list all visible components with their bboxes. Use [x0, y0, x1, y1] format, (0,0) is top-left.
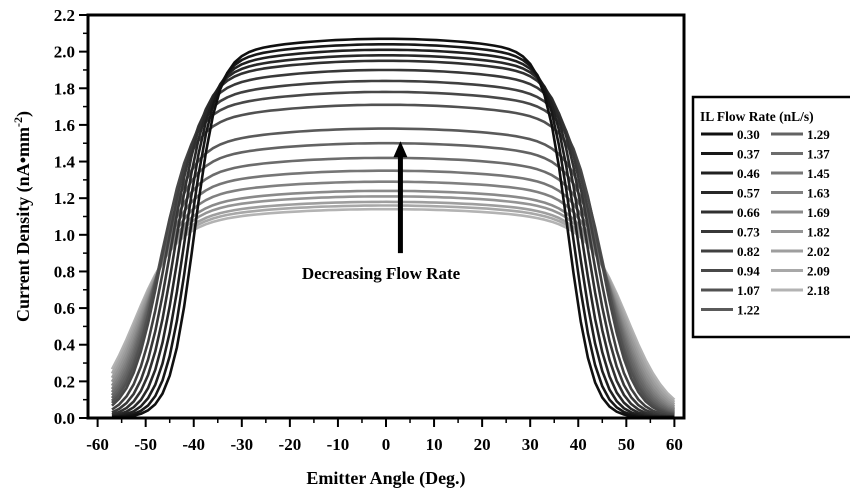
y-tick-label: 1.2	[54, 189, 75, 208]
series-curves	[110, 37, 676, 419]
legend-label: 0.82	[737, 244, 760, 259]
series-line-0.30	[112, 37, 675, 419]
y-axis-ticks: 0.0 0.2 0.4 0.6 0.8 1.0 1.2 1.4 1.6 1.8 2.0 2.2	[54, 6, 88, 428]
y-tick-label: 0.4	[54, 336, 76, 355]
legend-label: 1.37	[807, 147, 830, 162]
x-tick-label: 20	[474, 435, 491, 454]
legend-label: 1.45	[807, 166, 830, 181]
series-line-0.57	[111, 53, 675, 419]
y-tick-label: 1.0	[54, 226, 75, 245]
y-tick-label: 1.6	[54, 116, 75, 135]
legend-box	[691, 95, 850, 339]
y-tick-label: 0.8	[54, 262, 75, 281]
x-tick-label: -50	[134, 435, 157, 454]
x-tick-label: -20	[279, 435, 302, 454]
x-tick-label: 0	[382, 435, 391, 454]
x-tick-label: 40	[570, 435, 587, 454]
legend-label: 0.73	[737, 225, 760, 240]
y-tick-label: 1.8	[54, 79, 75, 98]
y-tick-label: 0.2	[54, 372, 75, 391]
annotation-text: Decreasing Flow Rate	[302, 264, 461, 283]
x-tick-label: 10	[426, 435, 443, 454]
series-line-0.66	[111, 59, 675, 419]
series-line-1.29	[110, 141, 675, 415]
y-axis-title: Current Density (nA•mm-2)	[11, 111, 34, 322]
legend-label: 1.22	[737, 303, 760, 318]
x-axis-title: Emitter Angle (Deg.)	[306, 468, 465, 489]
x-tick-label: 60	[666, 435, 683, 454]
legend-label: 1.07	[737, 283, 760, 298]
x-tick-label: -30	[230, 435, 253, 454]
y-tick-label: 2.2	[54, 6, 75, 25]
legend-label: 1.82	[807, 225, 830, 240]
legend-label: 0.46	[737, 166, 760, 181]
series-line-0.46	[111, 48, 675, 419]
x-tick-label: 30	[522, 435, 539, 454]
y-axis-title-main: Current Density (nA•mm	[13, 127, 34, 322]
legend: IL Flow Rate (nL/s) 0.30 0.37 0.46 0.57 0.66…	[691, 95, 850, 339]
legend-label: 2.02	[807, 244, 830, 259]
legend-label: 1.63	[807, 186, 830, 201]
legend-label: 0.57	[737, 186, 760, 201]
legend-label: 2.09	[807, 264, 830, 279]
y-tick-label: 1.4	[54, 153, 76, 172]
legend-title: IL Flow Rate (nL/s)	[700, 109, 814, 124]
y-axis-title-close: )	[13, 111, 34, 117]
x-tick-label: -40	[182, 435, 205, 454]
legend-label: 2.18	[807, 283, 830, 298]
y-tick-label: 2.0	[54, 43, 75, 62]
series-line-0.37	[111, 42, 675, 419]
annotation-arrow-head	[393, 141, 408, 158]
series-line-1.63	[110, 180, 676, 411]
series-line-1.45	[110, 169, 675, 412]
legend-label: 1.29	[807, 127, 830, 142]
x-axis-ticks: -60 -50 -40 -30 -20 -10 0 10 20 30 40 50 60	[86, 418, 683, 454]
x-tick-label: -10	[327, 435, 350, 454]
y-axis-title-exponent: -2	[11, 117, 25, 127]
legend-label: 0.37	[737, 147, 760, 162]
x-tick-label: 50	[618, 435, 635, 454]
legend-label: 1.69	[807, 205, 830, 220]
legend-label: 0.94	[737, 264, 760, 279]
legend-label: 0.66	[737, 205, 760, 220]
legend-items: 0.30 0.37 0.46 0.57 0.66 0.73 0.82 0.94 1.07 1.22…	[701, 127, 830, 318]
flow-rate-annotation: Decreasing Flow Rate	[302, 141, 461, 283]
y-tick-label: 0.6	[54, 299, 75, 318]
y-tick-label: 0.0	[54, 409, 75, 428]
x-tick-label: -60	[86, 435, 109, 454]
legend-label: 0.30	[737, 127, 760, 142]
